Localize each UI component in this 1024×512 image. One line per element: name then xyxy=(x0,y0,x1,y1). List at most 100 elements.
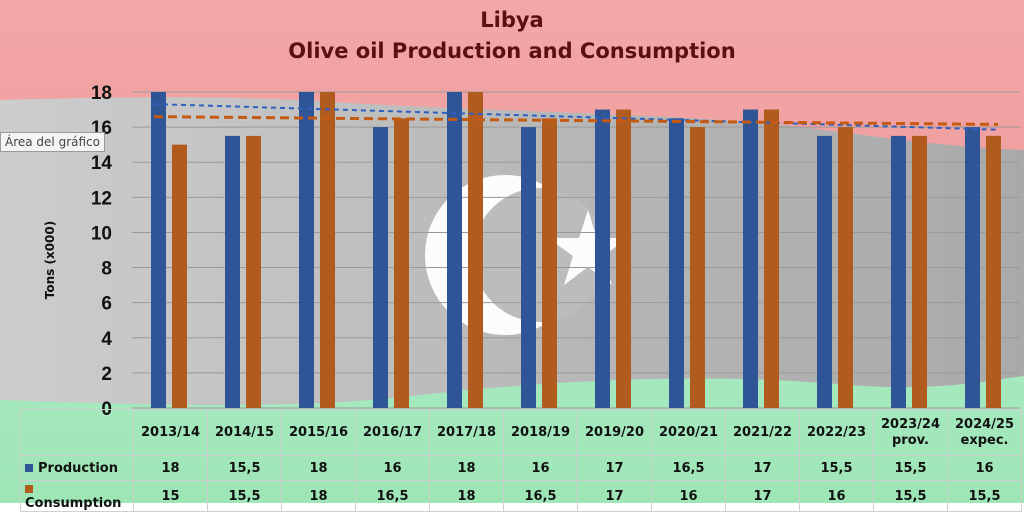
data-table-category-row: 2013/14 2014/15 2015/16 2016/17 2017/18 2018/… xyxy=(20,409,1022,456)
category-label-2021/22: 2021/22 xyxy=(725,409,800,456)
consumption-value-2013/14: 15 xyxy=(133,480,208,512)
category-label-line: 2016/17 xyxy=(362,424,423,440)
consumption-value-2014/15: 15,5 xyxy=(207,480,282,512)
production-value-2020/21: 16,5 xyxy=(651,455,726,481)
category-label-2022/23: 2022/23 xyxy=(799,409,874,456)
production-value-2024/25 expec.: 16 xyxy=(947,455,1022,481)
production-value-2022/23: 15,5 xyxy=(799,455,874,481)
consumption-value-2016/17: 16,5 xyxy=(355,480,430,512)
y-tick-label-14: 14 xyxy=(91,153,113,174)
y-tick-label-10: 10 xyxy=(91,223,112,244)
consumption-bar-2017/18[interactable] xyxy=(468,92,483,408)
category-label-line: 2024/25 xyxy=(954,416,1015,432)
consumption-trendline xyxy=(153,115,999,126)
production-value-2013/14: 18 xyxy=(133,455,208,481)
category-label-2019/20: 2019/20 xyxy=(577,409,652,456)
production-row-label: Production xyxy=(20,455,134,481)
production-value-2016/17: 16 xyxy=(355,455,430,481)
consumption-value-2022/23: 16 xyxy=(799,480,874,512)
consumption-value-2017/18: 18 xyxy=(429,480,504,512)
production-legend-label: Production xyxy=(38,460,118,476)
production-trendline xyxy=(153,103,999,131)
category-label-line: 2017/18 xyxy=(436,424,497,440)
category-label-2024/25 expec.: 2024/25 expec. xyxy=(947,409,1022,456)
consumption-value-2023/24 prov.: 15,5 xyxy=(873,480,948,512)
y-tick-label-6: 6 xyxy=(101,294,112,315)
consumption-bar-2016/17[interactable] xyxy=(394,118,409,408)
consumption-bar-2014/15[interactable] xyxy=(246,135,261,408)
production-bar-2019/20[interactable] xyxy=(595,109,610,409)
consumption-value-2024/25 expec.: 15,5 xyxy=(947,480,1022,512)
y-axis-label: Tons (x000) xyxy=(43,220,57,300)
consumption-value-2018/19: 16,5 xyxy=(503,480,578,512)
consumption-value-2021/22: 17 xyxy=(725,480,800,512)
data-table-row-production: Production 18 15,5 18 16 18 16 17 16,5 17 15,5 15,… xyxy=(20,455,1022,481)
category-label-line: 2021/22 xyxy=(732,424,793,440)
production-bar-2022/23[interactable] xyxy=(817,135,832,408)
category-label-line: 2015/16 xyxy=(288,424,349,440)
consumption-bar-2022/23[interactable] xyxy=(838,127,853,408)
consumption-bar-2024/25 expec.[interactable] xyxy=(986,135,1001,408)
data-table: 2013/14 2014/15 2015/16 2016/17 2017/18 2018/… xyxy=(20,409,1022,512)
production-value-2018/19: 16 xyxy=(503,455,578,481)
category-label-line: 2018/19 xyxy=(510,424,571,440)
category-label-line: 2020/21 xyxy=(658,424,719,440)
y-tick-label-18: 18 xyxy=(91,83,112,104)
production-legend-swatch xyxy=(25,464,33,472)
production-bar-2013/14[interactable] xyxy=(151,92,166,408)
production-value-2023/24 prov.: 15,5 xyxy=(873,455,948,481)
production-value-2017/18: 18 xyxy=(429,455,504,481)
production-bar-2018/19[interactable] xyxy=(521,127,536,408)
category-label-line: prov. xyxy=(891,432,929,448)
y-tick-label-12: 12 xyxy=(91,188,112,209)
consumption-legend-label: Consumption xyxy=(25,496,122,511)
chart-title-line2: Olive oil Production and Consumption xyxy=(288,39,736,63)
category-label-2017/18: 2017/18 xyxy=(429,409,504,456)
production-bar-2020/21[interactable] xyxy=(669,118,684,408)
production-bar-2015/16[interactable] xyxy=(299,92,314,408)
chart-area-tooltip: Área del gráfico xyxy=(0,132,105,152)
production-value-2014/15: 15,5 xyxy=(207,455,282,481)
consumption-bar-2019/20[interactable] xyxy=(616,109,631,409)
category-label-line: 2013/14 xyxy=(140,424,201,440)
category-label-2020/21: 2020/21 xyxy=(651,409,726,456)
category-label-line: 2019/20 xyxy=(584,424,645,440)
chart-title-line1: Libya xyxy=(480,8,544,32)
production-bar-2014/15[interactable] xyxy=(225,135,240,408)
production-bar-2017/18[interactable] xyxy=(447,92,462,408)
production-value-2021/22: 17 xyxy=(725,455,800,481)
consumption-value-2019/20: 17 xyxy=(577,480,652,512)
y-tick-label-8: 8 xyxy=(101,259,112,280)
consumption-bar-2021/22[interactable] xyxy=(764,109,779,409)
data-table-corner xyxy=(20,409,134,456)
consumption-row-label: Consumption xyxy=(20,480,134,512)
consumption-bar-2015/16[interactable] xyxy=(320,92,335,408)
production-bar-2021/22[interactable] xyxy=(743,109,758,409)
consumption-bar-2020/21[interactable] xyxy=(690,127,705,408)
production-value-2015/16: 18 xyxy=(281,455,356,481)
category-label-2016/17: 2016/17 xyxy=(355,409,430,456)
category-label-2018/19: 2018/19 xyxy=(503,409,578,456)
y-tick-label-2: 2 xyxy=(101,364,112,385)
category-label-line: 2023/24 xyxy=(880,416,941,432)
category-label-line: 2014/15 xyxy=(214,424,275,440)
consumption-legend-swatch xyxy=(25,484,33,493)
production-value-2019/20: 17 xyxy=(577,455,652,481)
category-label-line: expec. xyxy=(960,432,1009,448)
consumption-value-2020/21: 16 xyxy=(651,480,726,512)
category-label-line: 2022/23 xyxy=(806,424,867,440)
y-tick-label-4: 4 xyxy=(101,329,112,350)
production-bar-2024/25 expec.[interactable] xyxy=(965,127,980,408)
consumption-bar-2023/24 prov.[interactable] xyxy=(912,135,927,408)
consumption-bar-2018/19[interactable] xyxy=(542,118,557,408)
category-label-2014/15: 2014/15 xyxy=(207,409,282,456)
consumption-bar-2013/14[interactable] xyxy=(172,144,187,408)
category-label-2013/14: 2013/14 xyxy=(133,409,208,456)
consumption-value-2015/16: 18 xyxy=(281,480,356,512)
category-label-2015/16: 2015/16 xyxy=(281,409,356,456)
category-label-2023/24 prov.: 2023/24 prov. xyxy=(873,409,948,456)
production-bar-2016/17[interactable] xyxy=(373,127,388,408)
data-table-row-consumption: Consumption 15 15,5 18 16,5 18 16,5 17 16 17 16 15… xyxy=(20,480,1022,512)
production-bar-2023/24 prov.[interactable] xyxy=(891,135,906,408)
